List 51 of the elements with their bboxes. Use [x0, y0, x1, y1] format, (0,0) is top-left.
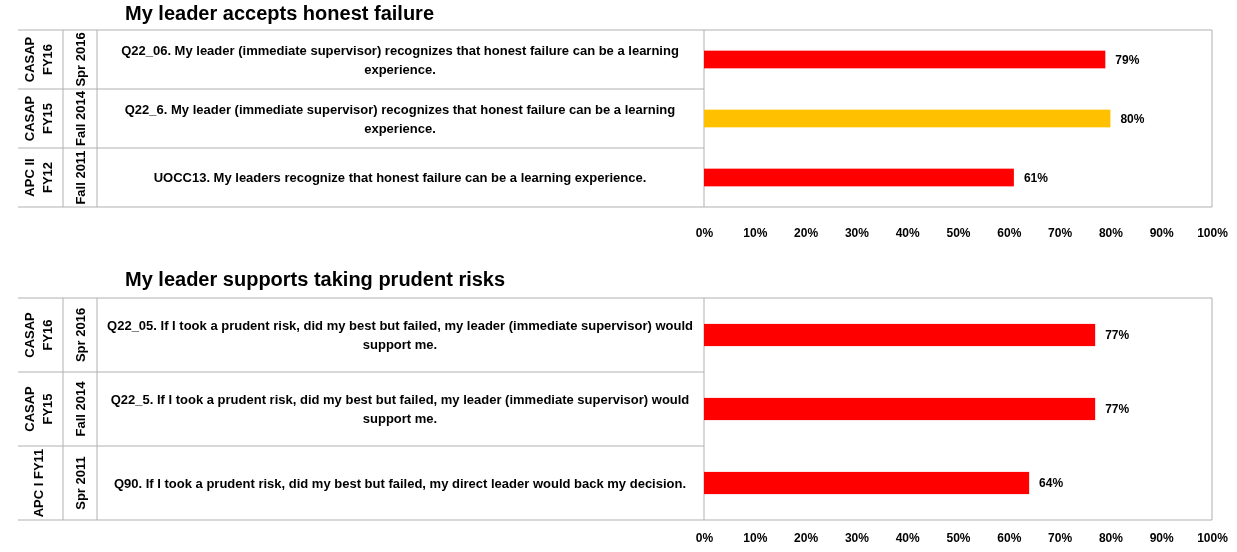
text: APC II FY12	[21, 158, 55, 197]
x-tick-label: 60%	[997, 530, 1022, 545]
x-tick-label: 40%	[895, 530, 921, 545]
x-tick-label: 90%	[1149, 530, 1175, 545]
x-tick-label: 0%	[695, 530, 714, 545]
x-tick-label: 50%	[946, 225, 971, 240]
text: Fall 2014	[72, 380, 88, 437]
y-tick-label: Q90. If I took a prudent risk, did my best but failed, my direct leader would back my decision.	[113, 475, 687, 491]
y-tick-label: UOCC13. My leaders recognize that honest failure can be a learning experience.	[153, 170, 647, 186]
x-tick-label: 80%	[1098, 530, 1124, 545]
x-tick-label: 40%	[895, 225, 921, 240]
x-tick-label: 100%	[1197, 530, 1229, 545]
x-tick-label: 70%	[1048, 225, 1073, 240]
data-label: 64%	[1039, 476, 1064, 491]
y-tick-label: Q22_5. If I took a prudent risk, did my best but failed, my leader (immediate supervisor) would support me.	[110, 392, 690, 427]
text: My leader supports taking prudent risks	[125, 268, 506, 290]
y-tick-label: Q22_6. My leader (immediate supervisor) recognizes that honest failure can be a learning experience.	[124, 101, 676, 136]
x-tick-label: 50%	[946, 530, 971, 545]
bar	[704, 109, 1111, 128]
bar	[704, 168, 1014, 187]
x-tick-label: 80%	[1098, 225, 1124, 240]
x-tick-label: 10%	[743, 225, 768, 240]
x-tick-label: 30%	[844, 225, 870, 240]
text: CASAP FY16	[21, 311, 55, 358]
data-label: 61%	[1023, 170, 1049, 185]
data-label: 77%	[1105, 328, 1130, 343]
text: CASAP FY16	[21, 36, 55, 83]
text: APC I FY11	[30, 448, 46, 518]
x-tick-label: 90%	[1149, 225, 1175, 240]
text: Spr 2016	[72, 307, 88, 363]
text: Fall 2014	[72, 90, 88, 146]
y-tick-label: Q22_05. If I took a prudent risk, did my best but failed, my leader (immediate supervisor) would support me.	[107, 318, 693, 353]
text: Spr 2011	[72, 456, 88, 510]
x-tick-label: 10%	[743, 530, 768, 545]
text: CASAP FY15	[21, 385, 55, 432]
bar	[704, 50, 1106, 69]
data-label: 80%	[1120, 111, 1145, 126]
data-label: 77%	[1105, 402, 1130, 417]
x-tick-label: 100%	[1197, 225, 1229, 240]
x-tick-label: 0%	[695, 225, 714, 240]
x-tick-label: 20%	[794, 225, 819, 240]
data-label: 79%	[1115, 52, 1140, 67]
x-tick-label: 70%	[1048, 530, 1073, 545]
x-tick-label: 60%	[997, 225, 1022, 240]
text: Fall 2011	[72, 150, 88, 205]
text: Spr 2016	[72, 32, 88, 87]
text: CASAP FY15	[21, 95, 55, 142]
text: My leader accepts honest failure	[125, 2, 435, 24]
y-tick-label: Q22_06. My leader (immediate supervisor) recognizes that honest failure can be a learning experience.	[121, 42, 679, 77]
x-tick-label: 30%	[844, 530, 870, 545]
x-tick-label: 20%	[794, 530, 819, 545]
